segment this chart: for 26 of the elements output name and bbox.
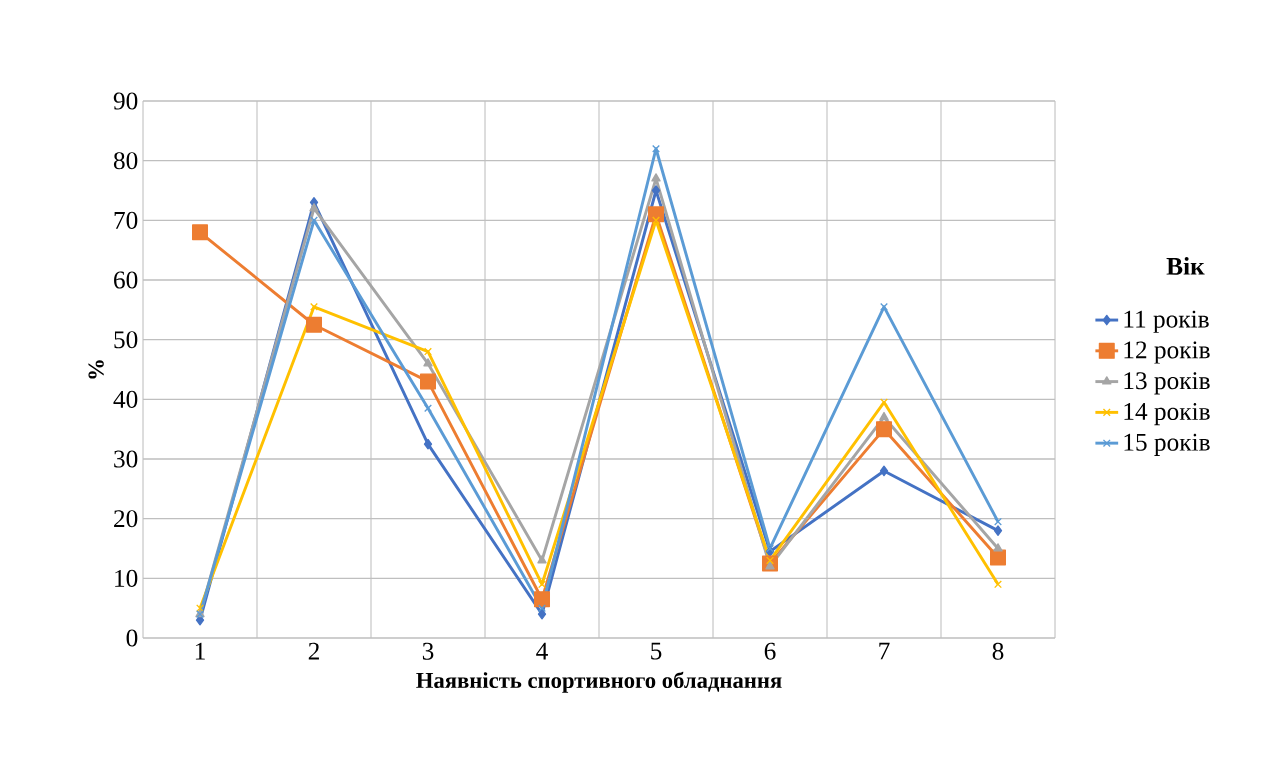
y-tick-label: 20 (114, 510, 138, 528)
y-tick-label: 40 (113, 390, 138, 408)
x-axis-title: Наявність спортивного обладнання (416, 671, 782, 693)
y-tick-label: 10 (115, 569, 138, 587)
y-tick-label: 90 (113, 92, 138, 110)
legend-label: 14 років (1124, 402, 1210, 426)
x-tick-label: 3 (422, 642, 434, 660)
x-tick-label: 1 (195, 642, 205, 660)
x-tick-label: 5 (651, 642, 662, 660)
legend-label: 12 років (1124, 341, 1210, 364)
y-tick-label: 50 (114, 331, 138, 349)
x-tick-label: 6 (764, 642, 776, 660)
x-tick-label: 4 (536, 642, 548, 660)
y-tick-label: 0 (126, 629, 138, 647)
x-tick-label: 2 (308, 642, 319, 660)
legend-label: 11 років (1124, 310, 1209, 333)
legend-label: 13 років (1124, 372, 1210, 395)
y-tick-label: 70 (114, 211, 138, 229)
x-tick-label: 7 (879, 642, 890, 660)
y-tick-label: 30 (114, 450, 138, 468)
y-axis-title: % (88, 360, 104, 379)
legend-label: 15 років (1124, 433, 1210, 456)
y-tick-label: 80 (113, 152, 138, 170)
x-tick-label: 8 (992, 642, 1004, 660)
y-tick-label: 60 (114, 271, 138, 289)
legend-title: Вік (1166, 257, 1205, 275)
